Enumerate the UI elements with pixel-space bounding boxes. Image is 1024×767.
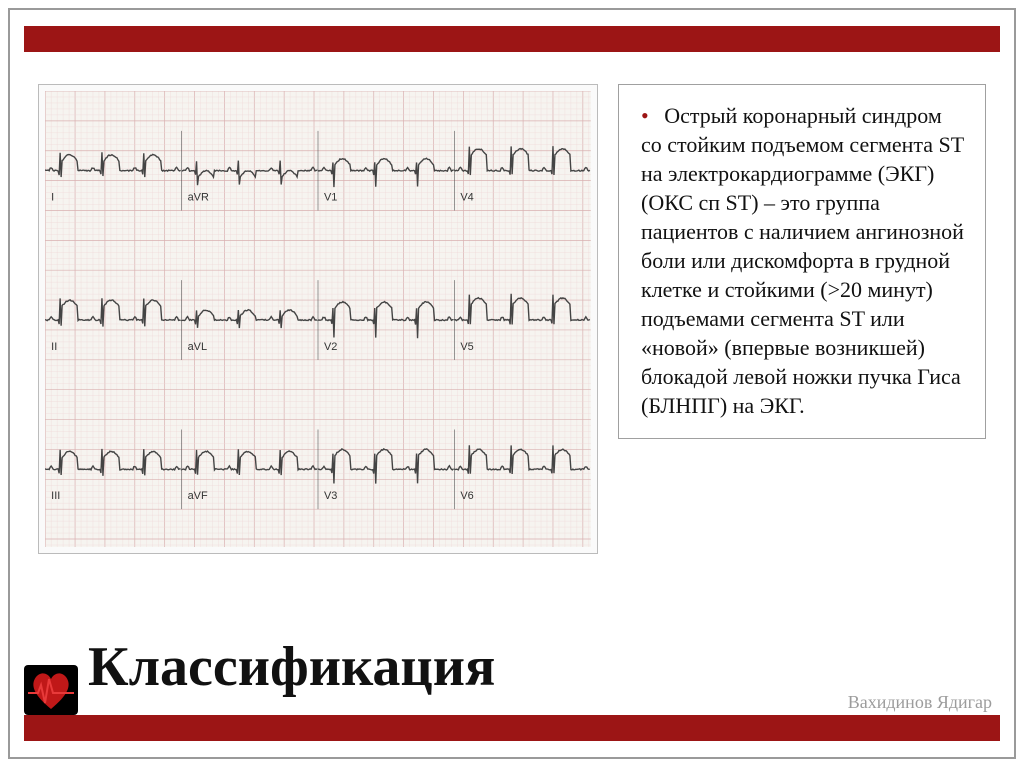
svg-text:aVR: aVR [188, 192, 209, 204]
slide-frame: IaVR V1 V4 II aVL V2 V5 III aVF V3 V6 Острый корон… [8, 8, 1016, 759]
svg-text:V1: V1 [324, 192, 337, 204]
ecg-svg: IaVR V1 V4 II aVL V2 V5 III aVF V3 V6 [45, 91, 591, 547]
author-label: Вахидинов Ядигар [848, 692, 992, 713]
svg-text:III: III [51, 490, 60, 502]
svg-text:V3: V3 [324, 490, 337, 502]
svg-text:V5: V5 [460, 341, 473, 353]
svg-text:V4: V4 [460, 192, 473, 204]
svg-text:II: II [51, 341, 57, 353]
svg-text:V2: V2 [324, 341, 337, 353]
heart-ecg-icon [24, 665, 78, 715]
svg-text:V6: V6 [460, 490, 473, 502]
svg-text:aVF: aVF [188, 490, 208, 502]
content-row: IaVR V1 V4 II aVL V2 V5 III aVF V3 V6 Острый корон… [38, 84, 986, 554]
svg-text:I: I [51, 192, 54, 204]
slide-title: Классификация [88, 635, 495, 699]
definition-box: Острый коронарный синдром со стойким под… [618, 84, 986, 439]
bullet-item: Острый коронарный синдром со стойким под… [641, 101, 967, 420]
ecg-panel: IaVR V1 V4 II aVL V2 V5 III aVF V3 V6 [38, 84, 598, 554]
accent-bar-top [24, 26, 1000, 52]
bullet-text: Острый коронарный синдром со стойким под… [641, 103, 964, 418]
svg-text:aVL: aVL [188, 341, 207, 353]
accent-bar-bottom [24, 715, 1000, 741]
